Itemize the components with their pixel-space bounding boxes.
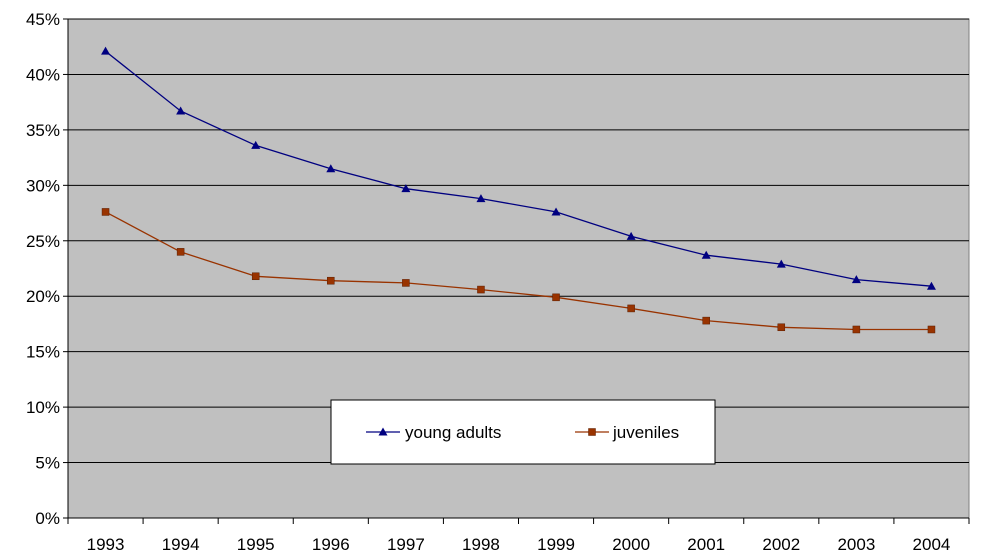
data-point-juveniles: [176, 248, 185, 256]
data-point-juveniles: [327, 276, 335, 285]
x-axis-ticks: 1993 1994 1995 1996 1997 1998 1999 2000 2001 2002…: [67, 518, 970, 554]
legend-label-young-adults: young adults: [405, 423, 501, 442]
x-tick-label: 2002: [762, 535, 800, 554]
data-point-young-adults: [401, 184, 411, 193]
data-point-juveniles: [627, 304, 635, 313]
y-tick-label: 10%: [26, 398, 60, 417]
y-axis-ticks: 0% 5% 10% 15% 20% 25% 30% 35% 40% 45%: [26, 10, 68, 528]
x-tick-label: 2000: [612, 535, 650, 554]
data-point-young-adults: [701, 250, 711, 259]
x-tick-label: 1994: [162, 535, 200, 554]
data-point-juveniles: [477, 285, 485, 294]
x-tick-label: 2004: [913, 535, 951, 554]
legend-marker-young-adults: [378, 427, 388, 436]
x-tick-label: 1995: [237, 535, 275, 554]
data-point-juveniles: [552, 293, 560, 302]
data-point-young-adults: [101, 46, 111, 55]
x-tick-label: 2001: [687, 535, 725, 554]
y-tick-label: 45%: [26, 10, 60, 29]
x-tick-label: 1993: [87, 535, 125, 554]
x-tick-label: 2003: [837, 535, 875, 554]
y-tick-label: 0%: [35, 509, 60, 528]
data-point-young-adults: [551, 207, 561, 216]
data-point-young-adults: [251, 140, 261, 149]
y-tick-label: 5%: [35, 454, 60, 473]
data-point-young-adults: [926, 281, 936, 290]
data-point-juveniles: [852, 325, 861, 334]
data-point-young-adults: [476, 194, 486, 203]
data-point-juveniles: [702, 316, 710, 325]
y-tick-label: 20%: [26, 287, 60, 306]
data-point-young-adults: [626, 231, 636, 240]
y-tick-label: 25%: [26, 232, 60, 251]
data-point-young-adults: [326, 164, 336, 173]
x-tick-label: 1997: [387, 535, 425, 554]
data-point-young-adults: [851, 275, 861, 284]
data-point-juveniles: [777, 323, 786, 332]
x-tick-label: 1996: [312, 535, 350, 554]
series-line-juveniles: [105, 211, 932, 331]
y-tick-label: 30%: [26, 176, 60, 195]
x-tick-label: 1998: [462, 535, 500, 554]
data-point-young-adults: [176, 106, 186, 115]
legend-label-juveniles: juveniles: [612, 423, 679, 442]
legend-marker-juveniles: [588, 428, 596, 436]
data-point-young-adults: [776, 259, 786, 268]
y-tick-label: 40%: [26, 65, 60, 84]
legend: young adults juveniles: [330, 399, 716, 465]
data-point-juveniles: [101, 208, 110, 216]
y-tick-label: 35%: [26, 121, 60, 140]
series-line-young-adults: [105, 50, 932, 287]
data-point-juveniles: [251, 272, 260, 281]
series-layer: [101, 46, 936, 334]
data-point-juveniles: [402, 279, 410, 287]
gridlines: [68, 18, 969, 464]
data-point-juveniles: [927, 325, 936, 334]
y-tick-label: 15%: [26, 343, 60, 362]
x-tick-label: 1999: [537, 535, 575, 554]
